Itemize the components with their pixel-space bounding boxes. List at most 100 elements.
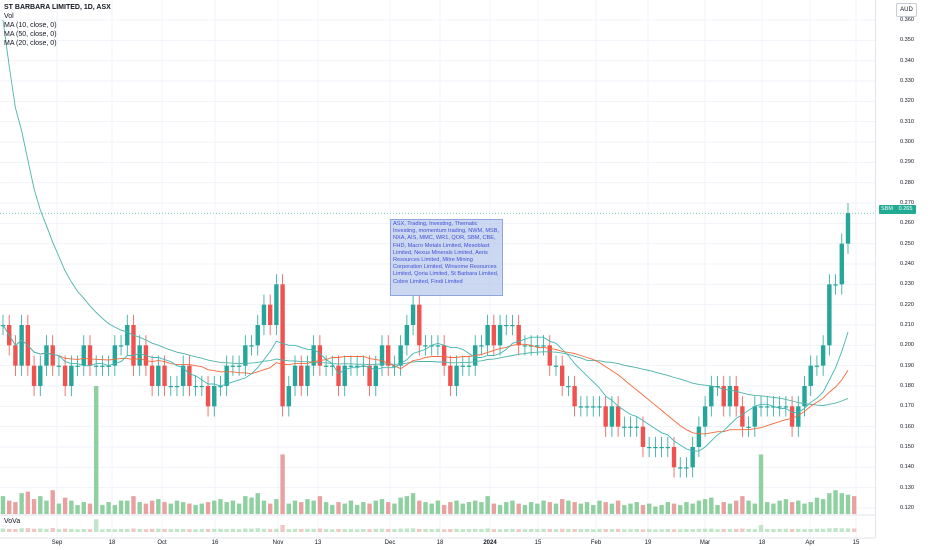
volume-bar bbox=[709, 497, 714, 514]
candle-body bbox=[597, 406, 602, 408]
candle-body bbox=[715, 386, 720, 388]
candle-body bbox=[330, 365, 335, 367]
candle-body bbox=[410, 304, 416, 325]
candle-body bbox=[441, 345, 447, 366]
candle-body bbox=[566, 386, 571, 388]
candle-body bbox=[212, 386, 217, 407]
price-axis[interactable]: 0.360 0.350 0.340 0.330 0.320 0.310 0.300 0.290… bbox=[875, 0, 932, 538]
vova-bar bbox=[392, 529, 397, 532]
vova-bar bbox=[622, 529, 627, 532]
vova-bar bbox=[243, 528, 248, 532]
chart-note[interactable]: ASX, Trading, Investing, Thematic Invest… bbox=[390, 219, 503, 296]
vova-bar bbox=[267, 529, 273, 532]
vova-bar bbox=[336, 529, 341, 532]
volume-bar bbox=[715, 505, 720, 514]
volume-bar bbox=[261, 500, 267, 514]
volume-bar bbox=[31, 499, 37, 514]
vova-bar bbox=[684, 529, 689, 532]
volume-bar bbox=[274, 499, 279, 514]
volume-bar bbox=[93, 386, 99, 514]
volume-bar bbox=[131, 496, 136, 514]
volume-bar bbox=[330, 505, 335, 514]
vova-bar bbox=[417, 528, 422, 532]
volume-bar bbox=[746, 500, 751, 514]
currency-button[interactable]: AUD bbox=[896, 3, 917, 17]
volume-bar bbox=[38, 496, 43, 514]
time-axis[interactable]: Sep 18 Oct 16 Nov 13 Dec 18 2024 15 Feb 19 Mar 18 Apr 1… bbox=[0, 538, 875, 550]
vova-bar bbox=[354, 529, 360, 532]
vova-bar bbox=[547, 529, 552, 532]
vova-bar bbox=[168, 529, 173, 532]
candle-body bbox=[808, 365, 813, 386]
volume-bar bbox=[50, 490, 55, 514]
candle-body bbox=[187, 365, 192, 386]
volume-bar bbox=[143, 503, 149, 514]
vova-bar bbox=[137, 529, 142, 532]
candle-body bbox=[696, 426, 702, 447]
price-tick-label: 0.220 bbox=[900, 301, 914, 308]
volume-bar bbox=[466, 502, 472, 514]
vova-bar bbox=[758, 525, 764, 532]
candle-body bbox=[299, 365, 304, 386]
volume-bar bbox=[733, 500, 739, 514]
vova-bar bbox=[441, 529, 447, 532]
vova-bar bbox=[752, 529, 758, 532]
vova-bar bbox=[367, 529, 372, 532]
volume-bar bbox=[671, 503, 677, 514]
candle-body bbox=[646, 447, 652, 449]
candle-body bbox=[671, 447, 677, 468]
volume-bar bbox=[373, 500, 378, 514]
vova-bar bbox=[69, 528, 74, 532]
candle-body bbox=[746, 426, 751, 428]
volume-bar bbox=[87, 503, 93, 514]
candle-body bbox=[435, 345, 441, 347]
vova-bar bbox=[143, 529, 149, 532]
ma50-line bbox=[2, 19, 849, 406]
vova-bar bbox=[765, 529, 770, 532]
volume-bar bbox=[690, 503, 695, 514]
price-tick-label: 0.270 bbox=[900, 200, 914, 206]
vova-bar bbox=[460, 529, 465, 532]
volume-bar bbox=[721, 502, 726, 514]
volume-bar bbox=[13, 502, 18, 514]
volume-bar bbox=[156, 499, 161, 514]
candle-body bbox=[758, 406, 764, 408]
volume-bar bbox=[44, 500, 49, 514]
candle-body bbox=[796, 406, 801, 427]
volume-bar bbox=[547, 502, 552, 514]
volume-bar bbox=[292, 500, 298, 514]
candle-body bbox=[423, 345, 428, 347]
vova-bar bbox=[386, 529, 391, 532]
volume-bar bbox=[348, 500, 354, 514]
time-tick-label: 18 bbox=[758, 540, 766, 546]
volume-bar bbox=[19, 493, 24, 514]
vova-bar bbox=[38, 528, 43, 532]
candle-body bbox=[336, 365, 341, 386]
volume-bar bbox=[386, 502, 391, 514]
candle-body bbox=[404, 325, 410, 346]
candle-body bbox=[802, 386, 807, 407]
vova-bar bbox=[566, 528, 571, 532]
candle-body bbox=[820, 345, 826, 366]
vova-bar bbox=[541, 528, 546, 532]
volume-bar bbox=[615, 500, 621, 514]
price-tick-label: 0.340 bbox=[900, 57, 914, 64]
volume-bar bbox=[367, 503, 372, 514]
candle-body bbox=[771, 406, 776, 408]
time-tick-label: Nov bbox=[272, 540, 284, 546]
vova-bar bbox=[746, 528, 751, 532]
candle-body bbox=[224, 365, 229, 386]
volume-bar bbox=[584, 502, 590, 514]
vova-bar bbox=[249, 528, 254, 532]
candle-body bbox=[479, 345, 484, 347]
vova-bar bbox=[398, 528, 403, 532]
volume-bar bbox=[354, 505, 360, 514]
vova-bar bbox=[491, 529, 497, 532]
candle-body bbox=[827, 284, 832, 346]
candle-body bbox=[497, 325, 503, 346]
time-tick-label: 18 bbox=[436, 540, 444, 546]
vova-bar bbox=[199, 529, 205, 532]
price-tick-label: 0.290 bbox=[900, 159, 914, 166]
time-tick-label: 2024 bbox=[483, 540, 497, 546]
volume-bar bbox=[398, 497, 403, 514]
